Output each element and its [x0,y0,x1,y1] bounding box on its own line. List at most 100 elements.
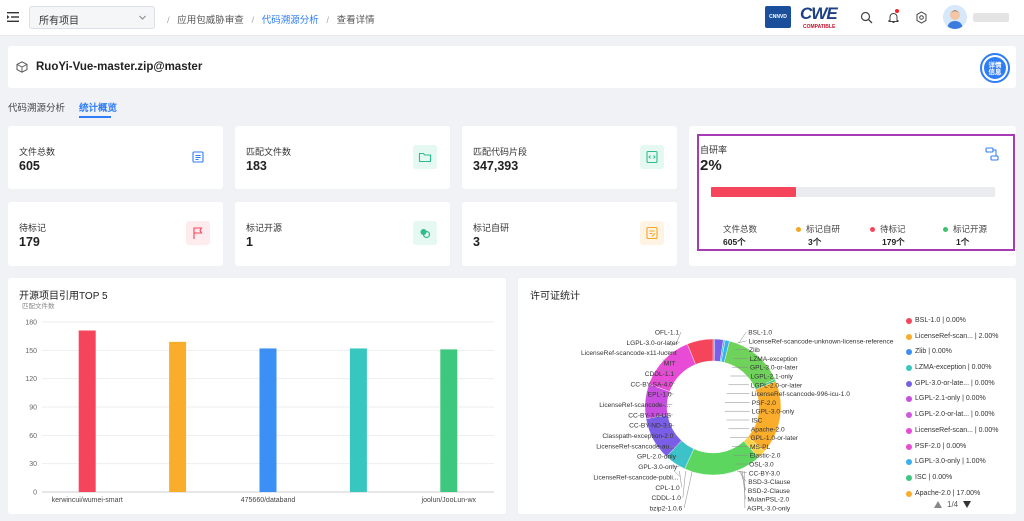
slice-label: LicenseRef-scancode-au... [596,443,675,450]
top5-title: 开源项目引用TOP 5 [19,291,108,302]
breadcrumb-item-2[interactable]: 代码溯源分析 [261,15,319,26]
license-legend-item[interactable]: PSF-2.0 | 0.00% [906,443,1010,459]
slice-label: CDDL-1.1 [645,371,675,378]
detail-info-button[interactable]: 详情 信息 [980,53,1010,83]
stat-label: 匹配文件数 [246,147,292,157]
license-title: 许可证统计 [530,291,580,302]
avatar-icon [943,5,967,29]
legend-marked-self: 标记自研 [796,223,840,235]
license-donut-chart: OFL-1.1 LGPL-3.0-or-later LicenseRef-scanc… [581,330,894,513]
slice-label: LGPL-2.1-only [750,374,793,381]
slice-label: BSL-1.0 [748,330,772,337]
label-leader-line [664,455,678,459]
legend-dot [870,227,875,233]
code-file-icon [640,145,664,169]
y-tick-label: 90 [29,405,37,412]
slice-label: CC-BY-3.0-US [628,412,671,419]
slice-label: GPL-2.0-only [637,454,677,461]
slice-label: OSL-3.0 [749,462,774,469]
bar [169,341,187,492]
x-tick-label: kerwincui/wumei-smart [52,497,123,504]
legend-dot [906,365,912,372]
slice-label: LicenseRef-scancode-... [599,402,670,409]
slice-label: Zlib [749,347,760,354]
legend-text: ISC | 0.00% [915,473,953,481]
gear-icon[interactable] [915,11,928,24]
bar [78,330,96,492]
menu-icon[interactable] [7,12,19,22]
license-legend-item[interactable]: BSL-1.0 | 0.00% [906,317,1010,333]
legend-dot [906,380,912,387]
stat-card-matched-snippets: 匹配代码片段 347,393 [462,126,677,189]
stat-value: 347,393 [473,159,519,173]
breadcrumb: / 应用包威胁审查 / 代码溯源分析 / 查看详情 [167,15,375,26]
license-legend-item[interactable]: LGPL-2.0-or-lat... | 0.00% [906,411,1010,427]
legend-text: LicenseRef-scan... | 0.00% [915,426,999,434]
legend-value: 605个 [723,237,746,247]
label-leader-line [655,391,674,395]
slice-label: CC-BY-3.0 [749,470,781,477]
arrow-down-icon[interactable] [963,501,972,509]
stat-label: 标记自研 [473,223,510,233]
cnnvd-logo: CNNVD [765,6,791,28]
pager-text: 1/4 [947,500,959,509]
bell-icon[interactable] [887,11,900,24]
highlight-frame [697,134,1015,251]
license-legend-item[interactable]: Zlib | 0.00% [906,348,1010,364]
tab-statistics[interactable]: 统计概览 [79,103,118,114]
file-list-icon [186,145,210,169]
legend-text: LZMA-exception | 0.00% [915,364,992,372]
legend-label: 待标记 [880,224,906,234]
edit-document-icon [640,221,664,245]
license-legend-item[interactable]: GPL-3.0-or-late... | 0.00% [906,380,1010,396]
slice-label: MulanPSL-2.0 [747,497,789,504]
legend-dot [943,227,948,233]
y-tick-label: 30 [29,461,37,468]
project-select-value: 所有项目 [39,16,79,27]
stat-value: 605 [19,159,40,173]
cwe-compatible-logo: CWE COMPATIBLE [800,4,846,32]
label-leader-line [682,470,686,498]
slice-label: OFL-1.1 [655,330,680,337]
license-legend-item[interactable]: Apache-2.0 | 17.00% [906,490,1010,506]
cwe-logo-text: CWE [800,4,838,23]
label-leader-line [668,465,680,467]
license-legend-item[interactable]: ISC | 0.00% [906,474,1010,490]
legend-dot [906,349,912,356]
license-legend-item[interactable]: LicenseRef-scan... | 2.00% [906,333,1010,349]
avatar[interactable] [943,5,967,29]
legend-dot [906,412,912,419]
slice-label: CDDL-1.0 [652,495,682,502]
label-leader-line [743,470,746,509]
legend-pager: 1/4 [934,500,972,509]
legend-text: LGPL-2.1-only | 0.00% [915,395,986,403]
label-leader-line [683,470,693,509]
slice-label: GPL-3.0-or-later [750,365,798,372]
label-leader-line [737,470,747,474]
label-leader-line [671,342,680,346]
label-leader-line [662,359,678,364]
label-leader-line [673,470,681,478]
project-title: RuoYi-Vue-master.zip@master [36,61,203,73]
legend-text: LGPL-3.0-only | 1.00% [915,458,986,466]
label-leader-line [660,445,677,450]
top5-subtitle: 匹配文件数 [22,303,55,310]
link-icon [413,221,437,245]
slice-label: CPL-1.0 [655,485,680,492]
legend-dot [906,474,912,481]
slice-label: LGPL-2.0-or-later [751,382,803,389]
slice-label: GPL-3.0-only [638,464,678,471]
project-select[interactable]: 所有项目 [29,6,155,29]
license-legend-item[interactable]: LicenseRef-scan... | 0.00% [906,427,1010,443]
breadcrumb-item-1[interactable]: 应用包威胁审查 [177,15,244,26]
stat-label: 待标记 [19,223,47,233]
arrow-up-icon[interactable] [934,501,942,509]
tab-code-trace[interactable]: 代码溯源分析 [8,103,66,114]
slice-label: Classpath-exception-2.0 [602,433,673,440]
license-legend-item[interactable]: LGPL-2.1-only | 0.00% [906,395,1010,411]
search-icon[interactable] [860,11,873,24]
license-legend-item[interactable]: LGPL-3.0-only | 1.00% [906,458,1010,474]
y-tick-label: 0 [33,490,37,497]
cwe-logo-sub: COMPATIBLE [803,24,836,30]
license-legend-item[interactable]: LZMA-exception | 0.00% [906,364,1010,380]
